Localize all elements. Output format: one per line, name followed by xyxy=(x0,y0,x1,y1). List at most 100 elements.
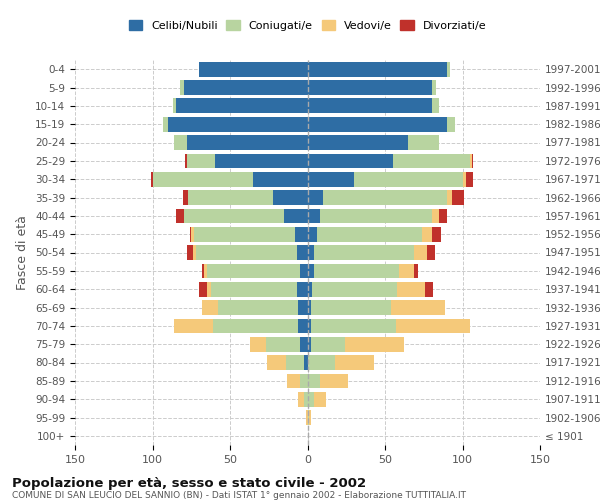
Bar xyxy=(399,264,415,278)
Bar xyxy=(298,392,304,406)
Bar xyxy=(308,62,447,76)
Bar xyxy=(427,245,434,260)
Bar xyxy=(308,318,311,333)
Bar xyxy=(422,227,431,242)
Bar xyxy=(286,355,304,370)
Bar xyxy=(267,355,286,370)
Bar xyxy=(300,374,308,388)
Bar xyxy=(354,172,463,186)
Bar xyxy=(308,337,311,351)
Bar xyxy=(308,80,431,95)
Bar xyxy=(320,374,348,388)
Bar xyxy=(207,282,211,296)
Text: COMUNE DI SAN LEUCIO DEL SANNIO (BN) - Dati ISTAT 1° gennaio 2002 - Elaborazione: COMUNE DI SAN LEUCIO DEL SANNIO (BN) - D… xyxy=(12,491,466,500)
Bar xyxy=(415,245,427,260)
Bar xyxy=(308,98,431,113)
Bar xyxy=(199,282,207,296)
Bar xyxy=(188,190,274,205)
Bar xyxy=(431,98,439,113)
Bar xyxy=(447,117,455,132)
Bar xyxy=(335,355,374,370)
Bar xyxy=(308,208,320,223)
Bar xyxy=(431,80,436,95)
Bar xyxy=(181,80,184,95)
Bar xyxy=(187,135,308,150)
Bar xyxy=(463,172,466,186)
Bar xyxy=(393,154,470,168)
Bar xyxy=(207,264,300,278)
Bar xyxy=(163,117,168,132)
Bar xyxy=(447,62,450,76)
Bar xyxy=(190,227,191,242)
Bar xyxy=(174,135,187,150)
Bar xyxy=(308,355,335,370)
Bar xyxy=(314,245,415,260)
Bar xyxy=(151,172,152,186)
Bar xyxy=(176,98,308,113)
Bar xyxy=(447,190,452,205)
Bar xyxy=(308,245,314,260)
Bar xyxy=(168,117,308,132)
Bar xyxy=(304,355,308,370)
Bar xyxy=(439,208,447,223)
Bar xyxy=(308,392,314,406)
Bar xyxy=(415,264,418,278)
Bar xyxy=(308,117,447,132)
Bar xyxy=(396,318,470,333)
Bar xyxy=(185,154,187,168)
Bar xyxy=(274,190,308,205)
Bar xyxy=(191,227,194,242)
Bar xyxy=(452,190,464,205)
Bar xyxy=(196,245,296,260)
Bar xyxy=(184,190,188,205)
Bar xyxy=(218,300,298,315)
Bar xyxy=(408,135,439,150)
Bar xyxy=(308,190,323,205)
Bar xyxy=(304,392,308,406)
Bar xyxy=(308,410,309,425)
Bar xyxy=(296,245,308,260)
Bar xyxy=(308,374,320,388)
Bar xyxy=(174,318,213,333)
Bar xyxy=(213,318,298,333)
Bar xyxy=(308,172,354,186)
Bar xyxy=(397,282,425,296)
Bar xyxy=(194,227,295,242)
Bar xyxy=(317,227,422,242)
Bar xyxy=(184,208,284,223)
Bar xyxy=(300,264,308,278)
Bar xyxy=(309,410,311,425)
Bar xyxy=(431,208,439,223)
Bar xyxy=(266,337,300,351)
Bar xyxy=(308,282,312,296)
Bar xyxy=(187,245,193,260)
Bar xyxy=(203,264,207,278)
Bar xyxy=(250,337,266,351)
Bar xyxy=(472,154,473,168)
Bar xyxy=(193,245,196,260)
Bar xyxy=(306,410,308,425)
Bar xyxy=(314,392,326,406)
Text: Popolazione per età, sesso e stato civile - 2002: Popolazione per età, sesso e stato civil… xyxy=(12,478,366,490)
Bar xyxy=(308,264,314,278)
Bar xyxy=(215,154,308,168)
Bar xyxy=(284,208,308,223)
Bar xyxy=(300,337,308,351)
Bar xyxy=(466,172,473,186)
Bar xyxy=(314,264,399,278)
Bar xyxy=(184,80,308,95)
Bar xyxy=(298,318,308,333)
Bar xyxy=(308,154,393,168)
Bar xyxy=(311,337,345,351)
Bar xyxy=(323,190,447,205)
Bar xyxy=(344,337,404,351)
Bar xyxy=(298,300,308,315)
Bar xyxy=(211,282,296,296)
Bar xyxy=(470,154,472,168)
Bar xyxy=(202,264,203,278)
Bar xyxy=(425,282,433,296)
Legend: Celibi/Nubili, Coniugati/e, Vedovi/e, Divorziati/e: Celibi/Nubili, Coniugati/e, Vedovi/e, Di… xyxy=(124,16,491,35)
Bar xyxy=(173,98,176,113)
Bar xyxy=(287,374,300,388)
Bar xyxy=(253,172,308,186)
